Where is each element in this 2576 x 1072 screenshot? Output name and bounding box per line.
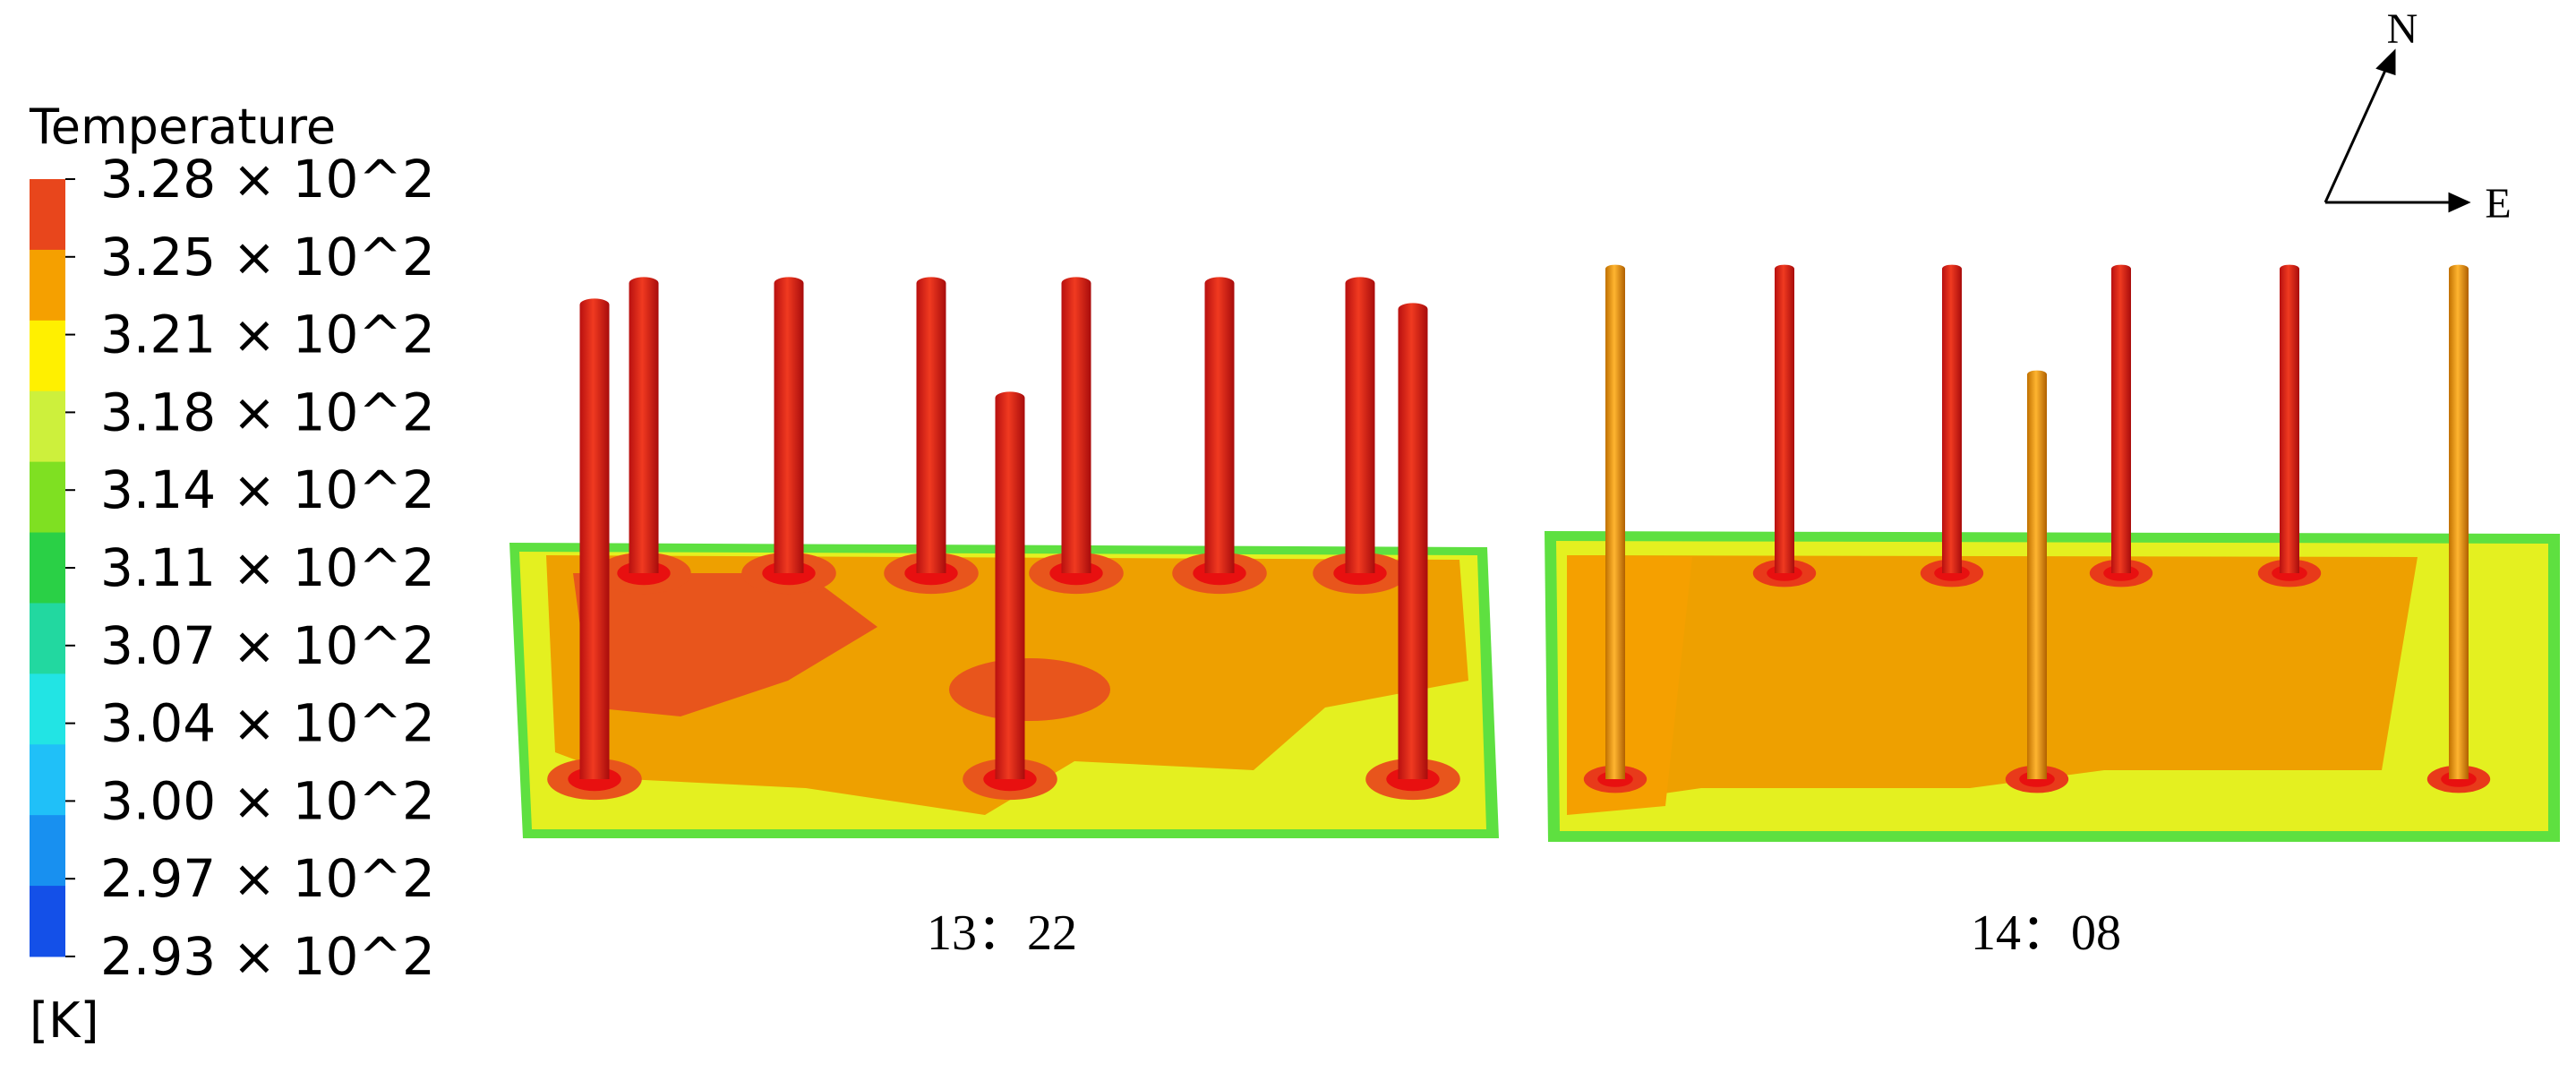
post xyxy=(1942,269,1962,573)
legend-swatch xyxy=(30,603,65,674)
post-top xyxy=(1204,277,1235,289)
legend-label: 3.25 × 10^2 xyxy=(100,227,435,287)
legend-swatch xyxy=(30,320,65,392)
legend-unit: [K] xyxy=(30,992,99,1049)
post xyxy=(2027,374,2047,779)
arrow-head xyxy=(2448,192,2471,213)
legend-swatch xyxy=(30,249,65,322)
post-top xyxy=(629,277,659,289)
legend-swatch xyxy=(30,673,65,745)
post-top xyxy=(1061,277,1091,289)
legend-swatch xyxy=(30,886,65,957)
compass-east: E xyxy=(2485,180,2511,227)
post xyxy=(1775,269,1794,573)
post xyxy=(916,283,946,573)
legend-swatch xyxy=(30,532,65,604)
post xyxy=(995,398,1025,779)
legend-swatch xyxy=(30,815,65,887)
post xyxy=(1061,283,1091,573)
post xyxy=(2449,269,2469,779)
post-top xyxy=(1775,264,1794,273)
post-top xyxy=(1605,264,1625,273)
legend-label: 3.00 × 10^2 xyxy=(100,770,435,831)
post xyxy=(2111,269,2131,573)
panel-label: 13：22 xyxy=(927,905,1077,961)
post-top xyxy=(1345,277,1375,289)
compass-north: N xyxy=(2387,5,2418,53)
compass xyxy=(2324,48,2471,213)
posts-left xyxy=(547,277,1460,801)
post xyxy=(1204,283,1235,573)
posts-right xyxy=(1583,264,2491,793)
legend-label: 3.07 × 10^2 xyxy=(100,615,435,676)
post-top xyxy=(2449,264,2469,273)
legend-label: 3.18 × 10^2 xyxy=(100,382,435,442)
legend-label: 3.14 × 10^2 xyxy=(100,459,435,520)
post-top xyxy=(1942,264,1962,273)
arrow-head xyxy=(2375,48,2396,76)
legend-swatch xyxy=(30,461,65,534)
plate-right xyxy=(1545,531,2560,842)
post xyxy=(629,283,659,573)
post-top xyxy=(2111,264,2131,273)
post-top xyxy=(2280,264,2299,273)
legend: 3.28 × 10^2 3.25 × 10^2 3.21 × 10^2 3.18 × … xyxy=(30,149,435,987)
post xyxy=(1398,309,1428,779)
legend-label: 2.93 × 10^2 xyxy=(100,926,435,987)
post xyxy=(2280,269,2299,573)
post-top xyxy=(774,277,804,289)
legend-label: 3.11 × 10^2 xyxy=(100,537,435,598)
post xyxy=(579,304,610,779)
legend-title: Temperature xyxy=(29,99,336,155)
legend-label: 2.97 × 10^2 xyxy=(100,848,435,909)
north-arrow xyxy=(2324,64,2390,203)
post-top xyxy=(2027,370,2047,379)
post-top xyxy=(995,391,1025,404)
legend-label: 3.21 × 10^2 xyxy=(100,304,435,365)
legend-label: 3.28 × 10^2 xyxy=(100,149,435,210)
post-top xyxy=(1398,303,1428,315)
legend-swatch xyxy=(30,390,65,463)
post xyxy=(1345,283,1375,573)
post-top xyxy=(579,298,610,311)
post xyxy=(774,283,804,573)
post-top xyxy=(916,277,946,289)
post xyxy=(1605,269,1625,779)
legend-swatch xyxy=(30,179,65,251)
legend-swatch xyxy=(30,744,65,816)
panel-label: 14：08 xyxy=(1971,905,2121,961)
legend-label: 3.04 × 10^2 xyxy=(100,693,435,754)
